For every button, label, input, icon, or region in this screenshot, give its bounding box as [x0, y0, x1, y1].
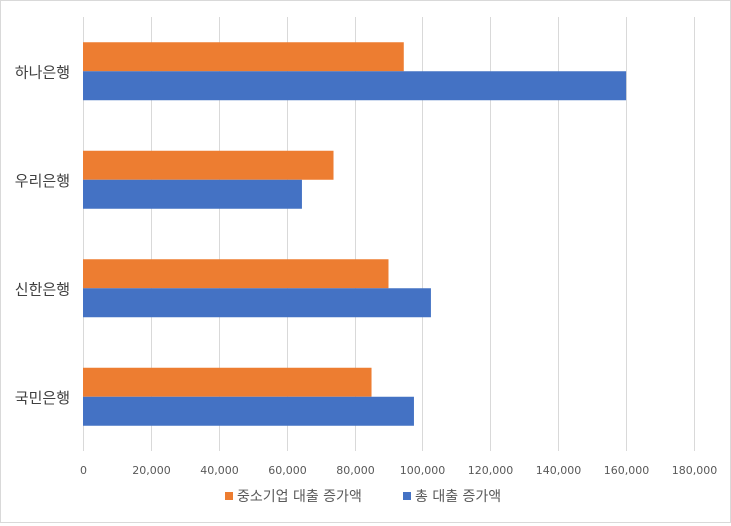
x-tick-label: 40,000	[200, 464, 239, 477]
legend-swatch	[225, 492, 233, 500]
legend-label: 총 대출 증가액	[415, 489, 501, 505]
bar-total-loan	[83, 71, 627, 101]
bar-sme-loan	[83, 367, 372, 397]
legend: 중소기업 대출 증가액 총 대출 증가액	[225, 489, 501, 505]
x-tick-label: 20,000	[132, 464, 171, 477]
legend-label: 중소기업 대출 증가액	[237, 489, 362, 505]
bar-total-loan	[83, 179, 302, 209]
x-tick-label: 160,000	[604, 464, 650, 477]
x-tick-label: 120,000	[468, 464, 514, 477]
x-tick-label: 180,000	[672, 464, 718, 477]
axes: 0 20,000 40,000 60,000 80,000 100,000 120,000 1…	[15, 63, 717, 477]
x-tick-label: 60,000	[268, 464, 307, 477]
y-category-label: 하나은행	[15, 63, 70, 81]
y-category-label: 신한은행	[15, 280, 70, 298]
bars	[83, 42, 627, 426]
x-tick-label: 80,000	[336, 464, 375, 477]
x-tick-label: 0	[80, 464, 87, 477]
x-tick-label: 140,000	[536, 464, 582, 477]
y-category-label: 국민은행	[15, 389, 70, 407]
y-category-label: 우리은행	[15, 172, 70, 190]
bar-total-loan	[83, 288, 431, 318]
x-tick-label: 100,000	[400, 464, 446, 477]
bar-sme-loan	[83, 150, 334, 180]
bar-total-loan	[83, 396, 414, 426]
bar-sme-loan	[83, 42, 404, 72]
legend-swatch	[403, 492, 411, 500]
bar-sme-loan	[83, 259, 389, 289]
